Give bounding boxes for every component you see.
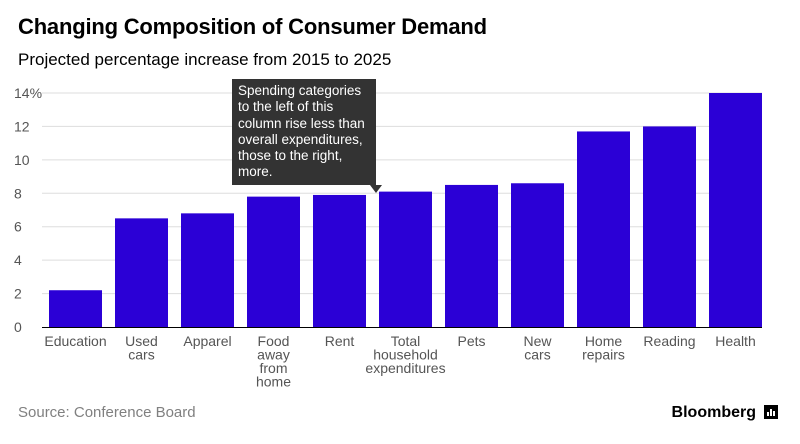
x-tick-label: Home repairs: [582, 333, 625, 363]
y-tick-label: 10: [14, 152, 30, 168]
bar: [445, 184, 498, 327]
bar: [643, 126, 696, 327]
x-tick-label: Food away from home: [256, 333, 291, 390]
x-tick-label: Pets: [457, 333, 485, 349]
bar: [313, 194, 366, 327]
y-tick-label: 4: [14, 252, 22, 268]
y-tick-label: 12: [14, 118, 30, 134]
bar: [577, 131, 630, 327]
bar: [511, 183, 564, 327]
bar-chart-icon: [764, 405, 778, 419]
bar: [115, 218, 168, 327]
bar: [247, 196, 300, 327]
x-tick-label: Apparel: [183, 333, 231, 349]
x-tick-label: Used cars: [125, 333, 158, 363]
callout-pointer: [370, 185, 382, 193]
brand-logo-text: Bloomberg: [671, 404, 756, 421]
x-tick-label: Reading: [643, 333, 695, 349]
bar: [181, 213, 234, 327]
chart-title: Changing Composition of Consumer Demand: [18, 14, 487, 39]
annotation-callout: Spending categories to the left of this …: [232, 79, 376, 185]
y-tick-label: 8: [14, 185, 22, 201]
chart-subtitle: Projected percentage increase from 2015 …: [18, 50, 392, 69]
bar: [379, 191, 432, 327]
x-tick-label: Total household expenditures: [365, 333, 445, 376]
y-tick-label: 0: [14, 319, 22, 335]
x-tick-label: New cars: [523, 333, 552, 363]
x-tick-label: Rent: [325, 333, 355, 349]
x-tick-label: Health: [715, 333, 755, 349]
bar: [49, 290, 102, 327]
y-tick-label: 6: [14, 219, 22, 235]
bar: [709, 93, 762, 327]
y-tick-label: 14%: [14, 85, 42, 101]
x-tick-label: Education: [44, 333, 106, 349]
y-tick-label: 2: [14, 286, 22, 302]
source-note: Source: Conference Board: [18, 404, 196, 421]
